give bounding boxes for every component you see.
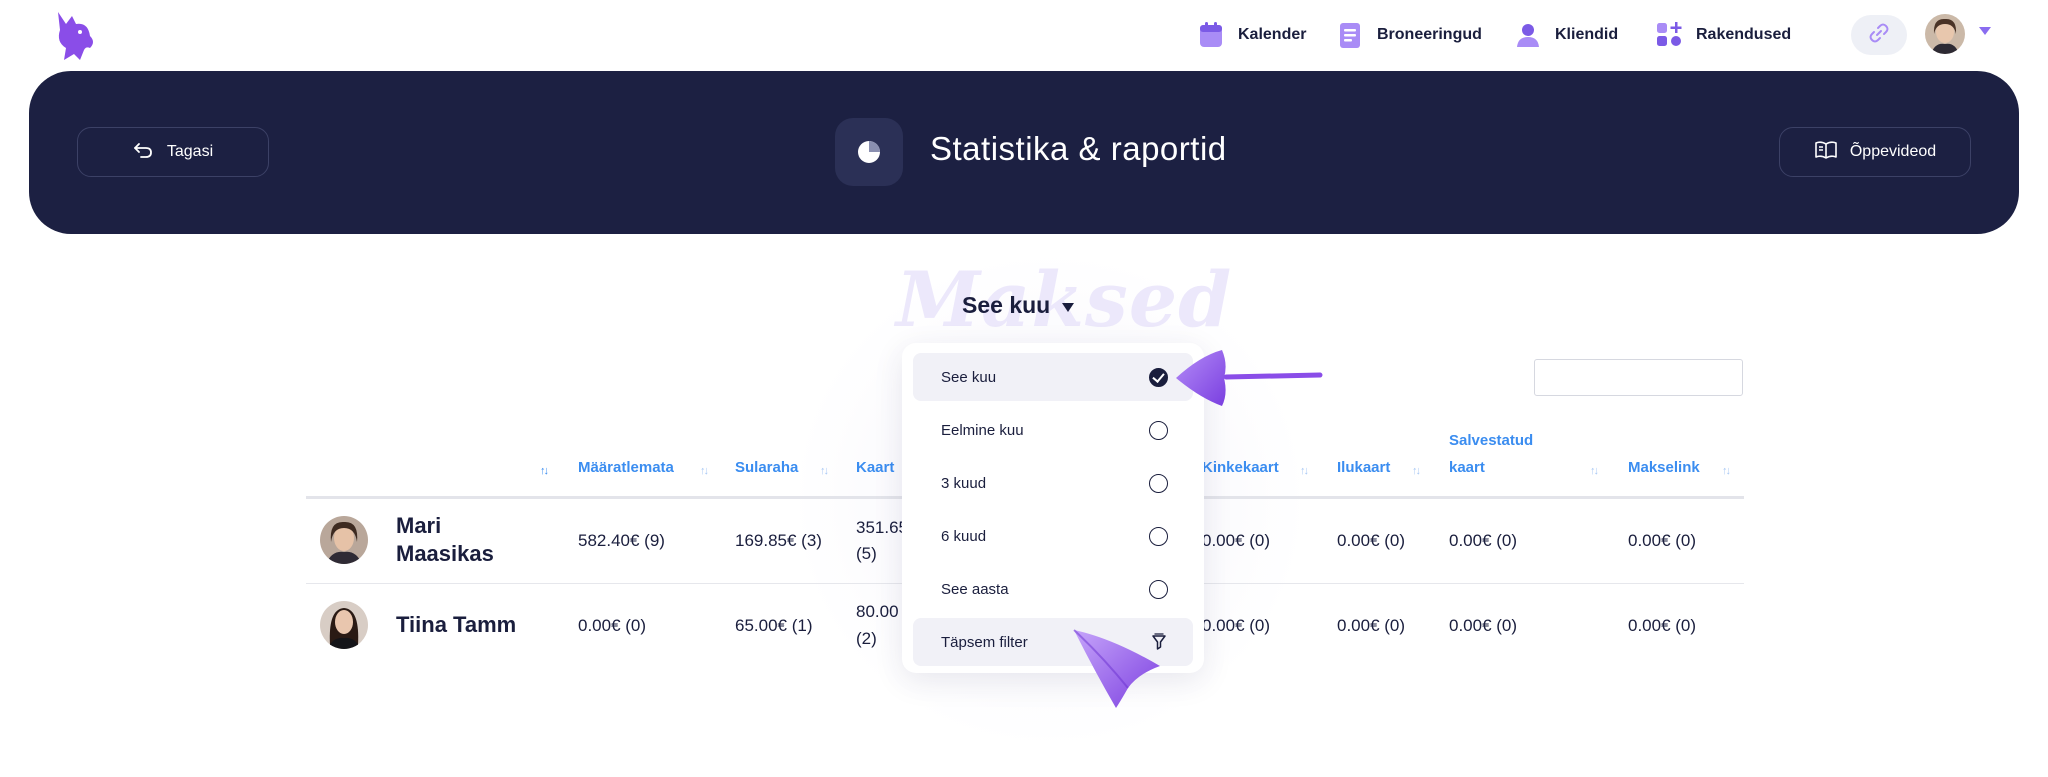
nav-calendar[interactable]: Kalender bbox=[1198, 18, 1306, 52]
nav-clients-label: Kliendid bbox=[1555, 26, 1619, 43]
cell-undefined: 0.00€ (0) bbox=[578, 616, 647, 635]
nav-calendar-label: Kalender bbox=[1238, 26, 1307, 43]
avatar bbox=[320, 516, 368, 564]
period-select-label: See kuu bbox=[962, 292, 1051, 318]
chevron-down-icon bbox=[1062, 302, 1075, 312]
page-header bbox=[29, 71, 2019, 234]
app-logo[interactable] bbox=[50, 8, 102, 62]
period-option-label: 3 kuud bbox=[941, 474, 987, 492]
period-option-this-year[interactable]: See aasta bbox=[913, 565, 1193, 613]
cell-card-line2: (5) bbox=[856, 544, 877, 563]
nav-clients[interactable]: Kliendid bbox=[1515, 18, 1618, 52]
radio-icon bbox=[1149, 527, 1168, 546]
radio-icon bbox=[1149, 474, 1168, 493]
column-header-gift-card[interactable]: Kinkekaart bbox=[1202, 459, 1279, 476]
period-option-last-month[interactable]: Eelmine kuu bbox=[913, 406, 1193, 454]
advanced-filter-label: Täpsem filter bbox=[941, 633, 1028, 651]
sort-name-icon[interactable]: ↑↓ bbox=[540, 465, 549, 477]
filter-funnel-icon bbox=[1151, 633, 1167, 655]
calendar-icon bbox=[1198, 21, 1224, 49]
column-header-saved-card-line2[interactable]: kaart bbox=[1449, 459, 1485, 476]
page-title: Statistika & raportid bbox=[930, 130, 1227, 167]
period-option-6-months[interactable]: 6 kuud bbox=[913, 512, 1193, 560]
share-link-button[interactable] bbox=[1851, 15, 1907, 55]
section-watermark: Maksed bbox=[896, 255, 1233, 344]
column-header-cash[interactable]: Sularaha bbox=[735, 459, 799, 476]
sort-saved-card-icon[interactable]: ↑↓ bbox=[1590, 465, 1599, 477]
cell-card-line1: 351.65 bbox=[856, 518, 908, 537]
tutorial-arrow-icon bbox=[1170, 348, 1330, 413]
column-header-card[interactable]: Kaart bbox=[856, 459, 895, 476]
top-navigation: Kalender Broneeringud Kliendid Rakenduse… bbox=[0, 0, 2048, 70]
radio-icon bbox=[1149, 421, 1168, 440]
radio-checked-icon bbox=[1149, 368, 1168, 387]
user-avatar[interactable] bbox=[1925, 14, 1965, 54]
period-option-label: 6 kuud bbox=[941, 527, 987, 545]
period-option-3-months[interactable]: 3 kuud bbox=[913, 459, 1193, 507]
clients-icon bbox=[1515, 21, 1541, 49]
back-arrow-icon bbox=[133, 142, 153, 163]
sort-undefined-icon[interactable]: ↑↓ bbox=[700, 465, 709, 477]
period-option-label: Eelmine kuu bbox=[941, 421, 1024, 439]
cell-undefined: 582.40€ (9) bbox=[578, 531, 665, 550]
cell-beauty-card: 0.00€ (0) bbox=[1337, 531, 1406, 550]
client-last-name: Maasikas bbox=[396, 541, 494, 566]
cell-card-line2: (2) bbox=[856, 629, 877, 648]
tutorial-videos-button[interactable]: Õppevideod bbox=[1779, 127, 1971, 177]
statistics-pie-icon bbox=[835, 118, 903, 186]
cursor-pointer-icon bbox=[1072, 626, 1162, 715]
advanced-filter-option[interactable]: Täpsem filter bbox=[913, 618, 1193, 666]
cell-gift-card: 0.00€ (0) bbox=[1202, 531, 1271, 550]
column-header-payment-link[interactable]: Makselink bbox=[1628, 459, 1700, 476]
tutorial-videos-label: Õppevideod bbox=[1849, 143, 1937, 160]
nav-apps-label: Rakendused bbox=[1696, 26, 1792, 43]
link-icon bbox=[1868, 22, 1890, 49]
radio-icon bbox=[1149, 580, 1168, 599]
cell-beauty-card: 0.00€ (0) bbox=[1337, 616, 1406, 635]
period-option-label: See aasta bbox=[941, 580, 1009, 598]
avatar bbox=[320, 601, 368, 649]
cell-gift-card: 0.00€ (0) bbox=[1202, 616, 1271, 635]
sort-gift-card-icon[interactable]: ↑↓ bbox=[1300, 465, 1309, 477]
cell-saved-card: 0.00€ (0) bbox=[1449, 616, 1518, 635]
cell-cash: 169.85€ (3) bbox=[735, 531, 822, 550]
apps-icon bbox=[1656, 21, 1682, 49]
cell-payment-link: 0.00€ (0) bbox=[1628, 616, 1697, 635]
bookings-icon bbox=[1337, 21, 1363, 49]
cell-payment-link: 0.00€ (0) bbox=[1628, 531, 1697, 550]
nav-apps[interactable]: Rakendused bbox=[1656, 18, 1791, 52]
period-option-label: See kuu bbox=[941, 368, 997, 386]
back-button-label: Tagasi bbox=[166, 143, 214, 160]
client-name[interactable]: Mari Maasikas bbox=[396, 512, 494, 568]
back-button[interactable]: Tagasi bbox=[77, 127, 269, 177]
sort-payment-link-icon[interactable]: ↑↓ bbox=[1722, 465, 1731, 477]
user-menu-caret-icon[interactable] bbox=[1979, 27, 1991, 35]
client-name[interactable]: Tiina Tamm bbox=[396, 612, 517, 637]
nav-bookings[interactable]: Broneeringud bbox=[1337, 18, 1482, 52]
period-select[interactable]: See kuu bbox=[962, 292, 1075, 319]
column-header-undefined[interactable]: Määratlemata bbox=[578, 459, 674, 476]
book-icon bbox=[1814, 140, 1838, 165]
period-option-this-month[interactable]: See kuu bbox=[913, 353, 1193, 401]
column-header-beauty-card[interactable]: Ilukaart bbox=[1337, 459, 1391, 476]
sort-cash-icon[interactable]: ↑↓ bbox=[820, 465, 829, 477]
cell-saved-card: 0.00€ (0) bbox=[1449, 531, 1518, 550]
sort-beauty-card-icon[interactable]: ↑↓ bbox=[1412, 465, 1421, 477]
client-first-name: Mari bbox=[396, 513, 442, 538]
search-input[interactable] bbox=[1534, 359, 1743, 396]
column-header-saved-card-line1[interactable]: Salvestatud bbox=[1449, 432, 1534, 449]
cell-cash: 65.00€ (1) bbox=[735, 616, 813, 635]
nav-bookings-label: Broneeringud bbox=[1377, 26, 1482, 43]
cell-card-line1: 80.00 bbox=[856, 602, 899, 621]
period-dropdown: See kuu Eelmine kuu 3 kuud 6 kuud See aa… bbox=[902, 343, 1204, 673]
